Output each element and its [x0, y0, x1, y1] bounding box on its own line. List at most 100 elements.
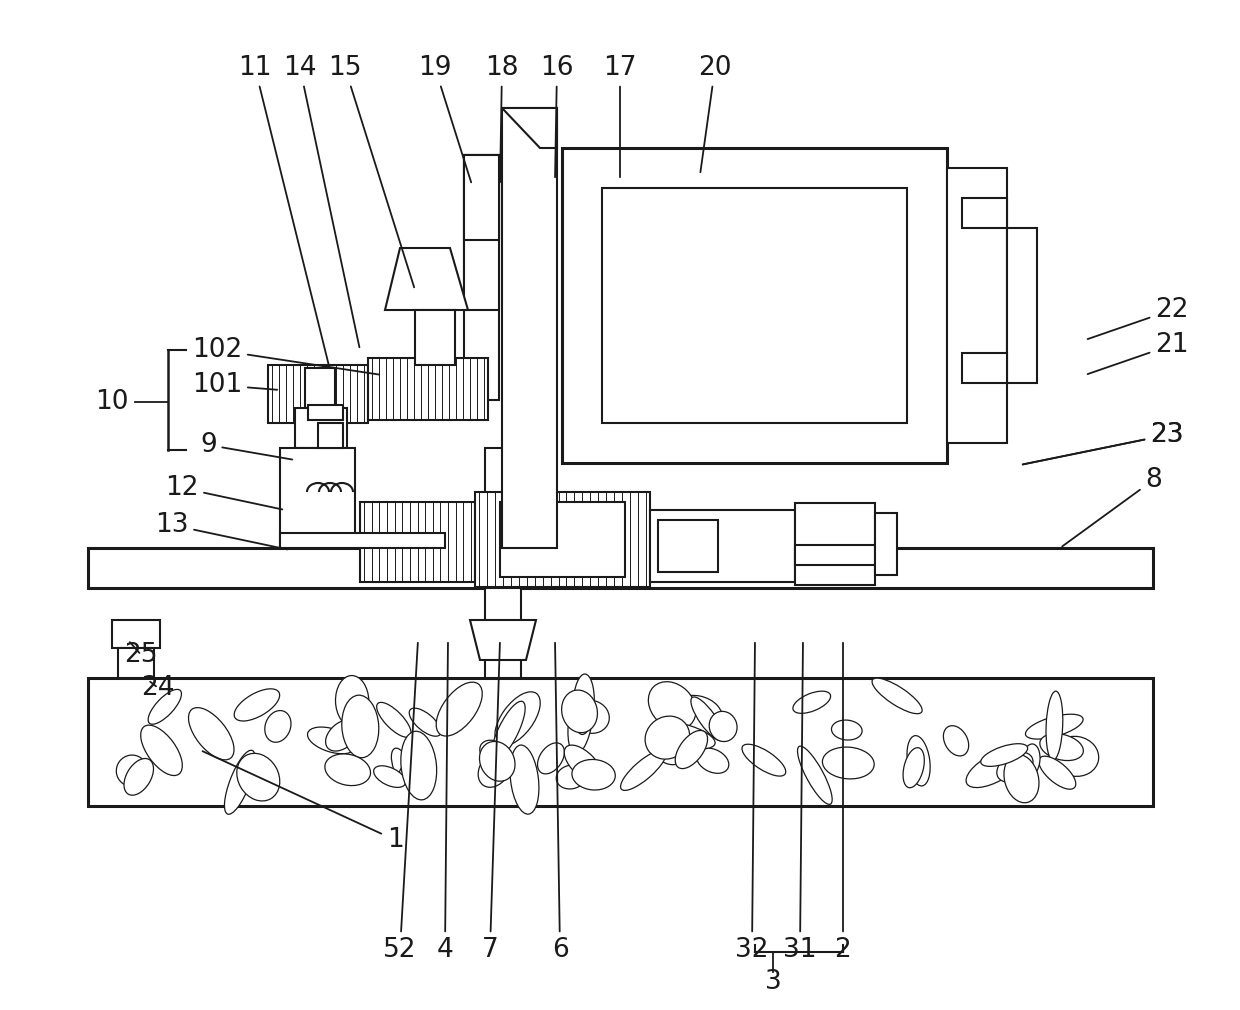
Ellipse shape — [564, 745, 603, 783]
Bar — [280, 448, 355, 548]
Bar — [475, 492, 650, 587]
Bar — [485, 588, 521, 678]
Text: 21: 21 — [1087, 332, 1188, 374]
Polygon shape — [470, 620, 536, 660]
Bar — [601, 188, 906, 423]
Text: 24: 24 — [141, 675, 175, 701]
Bar — [305, 368, 335, 408]
Ellipse shape — [573, 674, 594, 734]
Ellipse shape — [645, 716, 689, 760]
Bar — [360, 502, 475, 582]
Ellipse shape — [562, 690, 598, 732]
Text: 4: 4 — [436, 642, 454, 963]
Ellipse shape — [1039, 756, 1076, 789]
Text: 2: 2 — [835, 642, 852, 963]
Ellipse shape — [237, 753, 280, 801]
Ellipse shape — [822, 747, 874, 779]
Text: 13: 13 — [155, 512, 288, 549]
Ellipse shape — [1025, 714, 1083, 739]
Ellipse shape — [1053, 736, 1099, 777]
Ellipse shape — [997, 752, 1033, 782]
Bar — [502, 108, 557, 548]
Bar — [562, 148, 947, 463]
Ellipse shape — [572, 760, 615, 790]
Ellipse shape — [265, 711, 291, 742]
Ellipse shape — [148, 690, 181, 724]
Bar — [464, 155, 498, 240]
Ellipse shape — [409, 708, 441, 736]
Text: 18: 18 — [485, 55, 518, 182]
Bar — [317, 423, 343, 448]
Bar — [485, 448, 521, 548]
Ellipse shape — [697, 748, 729, 774]
Ellipse shape — [399, 755, 434, 782]
Bar — [308, 405, 343, 420]
Ellipse shape — [691, 697, 724, 740]
Text: 6: 6 — [552, 642, 568, 963]
Text: 12: 12 — [165, 475, 283, 509]
Bar — [118, 648, 154, 678]
Ellipse shape — [479, 751, 511, 787]
Ellipse shape — [652, 731, 686, 765]
Ellipse shape — [392, 748, 412, 785]
Ellipse shape — [436, 682, 482, 736]
Ellipse shape — [1047, 691, 1063, 761]
Bar — [1007, 228, 1037, 383]
Bar — [268, 365, 368, 423]
Text: 7: 7 — [481, 642, 500, 963]
Bar — [875, 513, 897, 575]
Ellipse shape — [401, 731, 436, 800]
Text: 22: 22 — [1087, 297, 1188, 339]
Bar — [658, 520, 718, 572]
Ellipse shape — [649, 682, 696, 729]
Bar — [368, 358, 489, 420]
Ellipse shape — [792, 691, 831, 713]
Text: 8: 8 — [1063, 467, 1162, 546]
Bar — [650, 510, 795, 582]
Bar — [295, 408, 347, 448]
Text: 9: 9 — [200, 432, 293, 460]
Ellipse shape — [832, 720, 862, 740]
Text: 52: 52 — [383, 642, 418, 963]
Ellipse shape — [568, 686, 593, 753]
Ellipse shape — [797, 746, 832, 804]
Bar — [464, 155, 498, 400]
Ellipse shape — [326, 719, 358, 751]
Text: 1: 1 — [202, 751, 403, 853]
Ellipse shape — [676, 730, 708, 769]
Ellipse shape — [981, 743, 1028, 767]
Ellipse shape — [966, 748, 1024, 788]
Text: 14: 14 — [283, 55, 360, 347]
Bar — [88, 548, 1153, 588]
Text: 20: 20 — [698, 55, 732, 173]
Ellipse shape — [573, 700, 609, 733]
Ellipse shape — [342, 695, 378, 758]
Ellipse shape — [651, 721, 715, 749]
Text: 101: 101 — [192, 372, 278, 398]
Ellipse shape — [325, 753, 371, 786]
Ellipse shape — [188, 708, 234, 760]
Ellipse shape — [140, 725, 182, 776]
Polygon shape — [384, 248, 467, 310]
Text: 17: 17 — [603, 55, 637, 177]
Text: 3: 3 — [765, 969, 781, 995]
Ellipse shape — [944, 726, 968, 755]
Ellipse shape — [377, 702, 410, 737]
Ellipse shape — [903, 747, 924, 788]
Bar — [464, 155, 498, 310]
Ellipse shape — [308, 727, 356, 753]
Text: 32: 32 — [735, 642, 769, 963]
Text: 10: 10 — [95, 389, 129, 415]
Ellipse shape — [117, 755, 148, 786]
Ellipse shape — [872, 678, 923, 714]
Polygon shape — [502, 108, 557, 148]
Ellipse shape — [234, 689, 280, 721]
Text: 31: 31 — [784, 642, 817, 963]
Text: 102: 102 — [192, 337, 379, 375]
Ellipse shape — [495, 692, 541, 745]
Ellipse shape — [620, 750, 666, 791]
Ellipse shape — [357, 704, 377, 734]
Bar — [88, 678, 1153, 806]
Text: 16: 16 — [541, 55, 574, 177]
Bar — [947, 168, 1007, 443]
